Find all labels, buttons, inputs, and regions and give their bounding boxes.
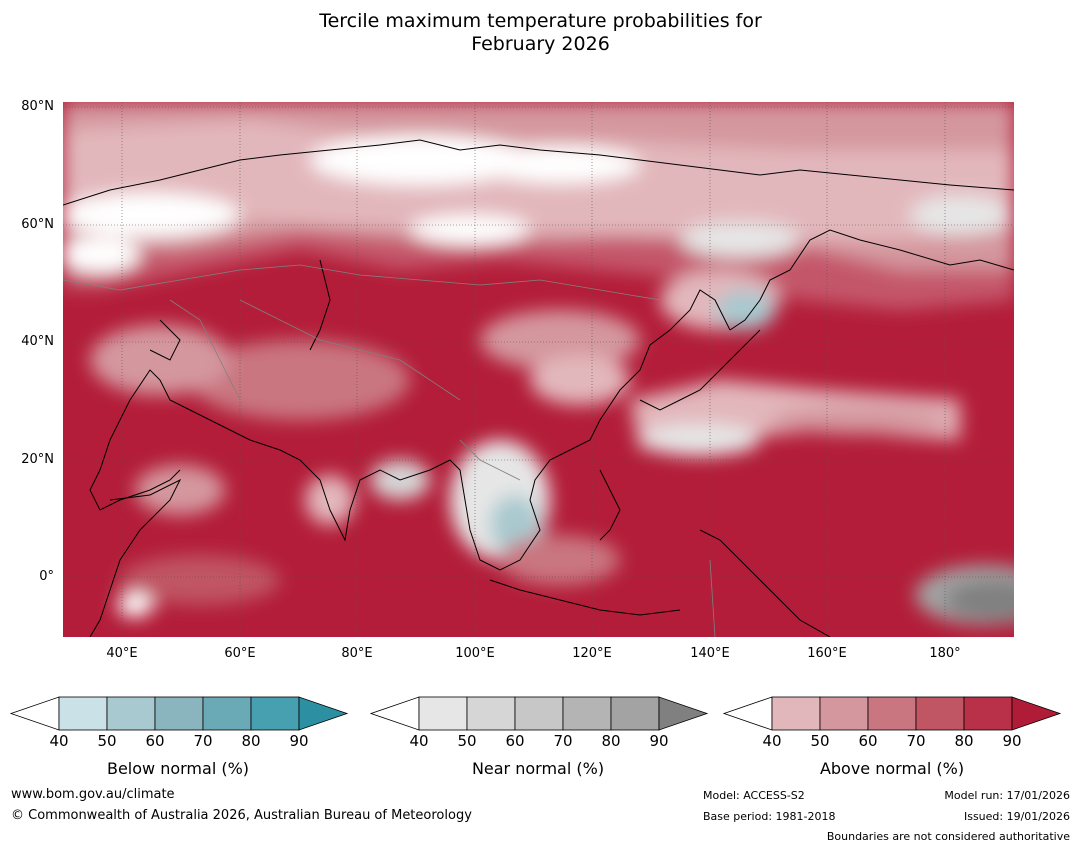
lon-label-80e: 80°E xyxy=(341,646,373,661)
colorbar-below-extend-high xyxy=(298,696,349,731)
map-title: Tercile maximum temperature probabilitie… xyxy=(0,10,1081,56)
probability-field xyxy=(63,102,1014,637)
colorbar-below-tick: 50 xyxy=(97,732,116,750)
colorbar-below-swatch xyxy=(106,696,156,731)
colorbar-above-tick: 60 xyxy=(858,732,877,750)
colorbar-near-swatch xyxy=(610,696,660,731)
footer-disclaimer: Boundaries are not considered authoritat… xyxy=(826,830,1070,843)
colorbar-below-tick: 60 xyxy=(145,732,164,750)
lat-label-40n: 40°N xyxy=(21,334,54,349)
footer-website: www.bom.gov.au/climate xyxy=(11,787,175,802)
colorbar-below-tick: 80 xyxy=(241,732,260,750)
lon-label-180: 180° xyxy=(929,646,961,661)
lon-label-120e: 120°E xyxy=(572,646,612,661)
colorbar-near: 40 50 60 70 80 90 xyxy=(369,696,709,750)
colorbar-title-below: Below normal (%) xyxy=(106,759,250,778)
colorbar-near-swatch xyxy=(514,696,564,731)
lat-label-0: 0° xyxy=(39,569,54,584)
colorbar-below-swatch xyxy=(250,696,300,731)
colorbar-near-extend-high xyxy=(658,696,709,731)
coastlines xyxy=(63,139,1014,637)
lon-label-40e: 40°E xyxy=(106,646,138,661)
colorbar-above-tick: 40 xyxy=(762,732,781,750)
colorbar-above-extend-high xyxy=(1011,696,1062,731)
colorbar-above-swatch xyxy=(963,696,1013,731)
colorbar-below-swatch xyxy=(58,696,108,731)
colorbar-below-swatch xyxy=(154,696,204,731)
colorbar-above-swatch xyxy=(867,696,917,731)
footer-issued: Issued: 19/01/2026 xyxy=(963,810,1070,823)
lon-label-100e: 100°E xyxy=(455,646,495,661)
colorbar-above-extend-low xyxy=(722,696,773,731)
colorbar-title-near: Near normal (%) xyxy=(471,759,605,778)
graticule xyxy=(63,102,1014,637)
colorbar-near-tick: 90 xyxy=(649,732,668,750)
lon-label-140e: 140°E xyxy=(690,646,730,661)
footer-model: Model: ACCESS-S2 xyxy=(703,789,805,802)
colorbar-near-tick: 40 xyxy=(409,732,428,750)
title-line-1: Tercile maximum temperature probabilitie… xyxy=(319,10,762,32)
lat-label-20n: 20°N xyxy=(21,452,54,467)
colorbars: 40 50 60 70 80 90 40 50 60 70 80 90 40 50 60 70 80 90 xyxy=(9,696,1062,750)
lat-label-80n: 80°N xyxy=(21,99,54,114)
footer-model-run: Model run: 17/01/2026 xyxy=(944,789,1070,802)
colorbar-above-tick: 50 xyxy=(810,732,829,750)
colorbar-above-swatch xyxy=(771,696,821,731)
colorbar-above-tick: 70 xyxy=(906,732,925,750)
colorbar-below-swatch xyxy=(202,696,252,731)
colorbar-above-tick: 90 xyxy=(1002,732,1021,750)
colorbar-below: 40 50 60 70 80 90 xyxy=(9,696,349,750)
colorbar-near-tick: 70 xyxy=(553,732,572,750)
colorbar-near-tick: 50 xyxy=(457,732,476,750)
lon-label-160e: 160°E xyxy=(807,646,847,661)
colorbar-near-tick: 80 xyxy=(601,732,620,750)
lat-label-60n: 60°N xyxy=(21,217,54,232)
colorbar-near-extend-low xyxy=(369,696,420,731)
footer-copyright: © Commonwealth of Australia 2026, Austra… xyxy=(11,808,472,823)
colorbar-above-tick: 80 xyxy=(954,732,973,750)
colorbar-near-swatch xyxy=(418,696,468,731)
colorbar-below-tick: 70 xyxy=(193,732,212,750)
title-line-2: February 2026 xyxy=(471,33,610,55)
colorbar-above: 40 50 60 70 80 90 xyxy=(722,696,1062,750)
colorbar-below-extend-low xyxy=(9,696,60,731)
colorbar-below-tick: 90 xyxy=(289,732,308,750)
colorbar-above-swatch xyxy=(819,696,869,731)
colorbar-title-above: Above normal (%) xyxy=(819,759,965,778)
borders xyxy=(63,264,716,637)
colorbar-above-swatch xyxy=(915,696,965,731)
colorbar-near-swatch xyxy=(466,696,516,731)
footer-base-period: Base period: 1981-2018 xyxy=(703,810,836,823)
colorbar-near-tick: 60 xyxy=(505,732,524,750)
lon-label-60e: 60°E xyxy=(224,646,256,661)
colorbar-near-swatch xyxy=(562,696,612,731)
colorbar-below-tick: 40 xyxy=(49,732,68,750)
